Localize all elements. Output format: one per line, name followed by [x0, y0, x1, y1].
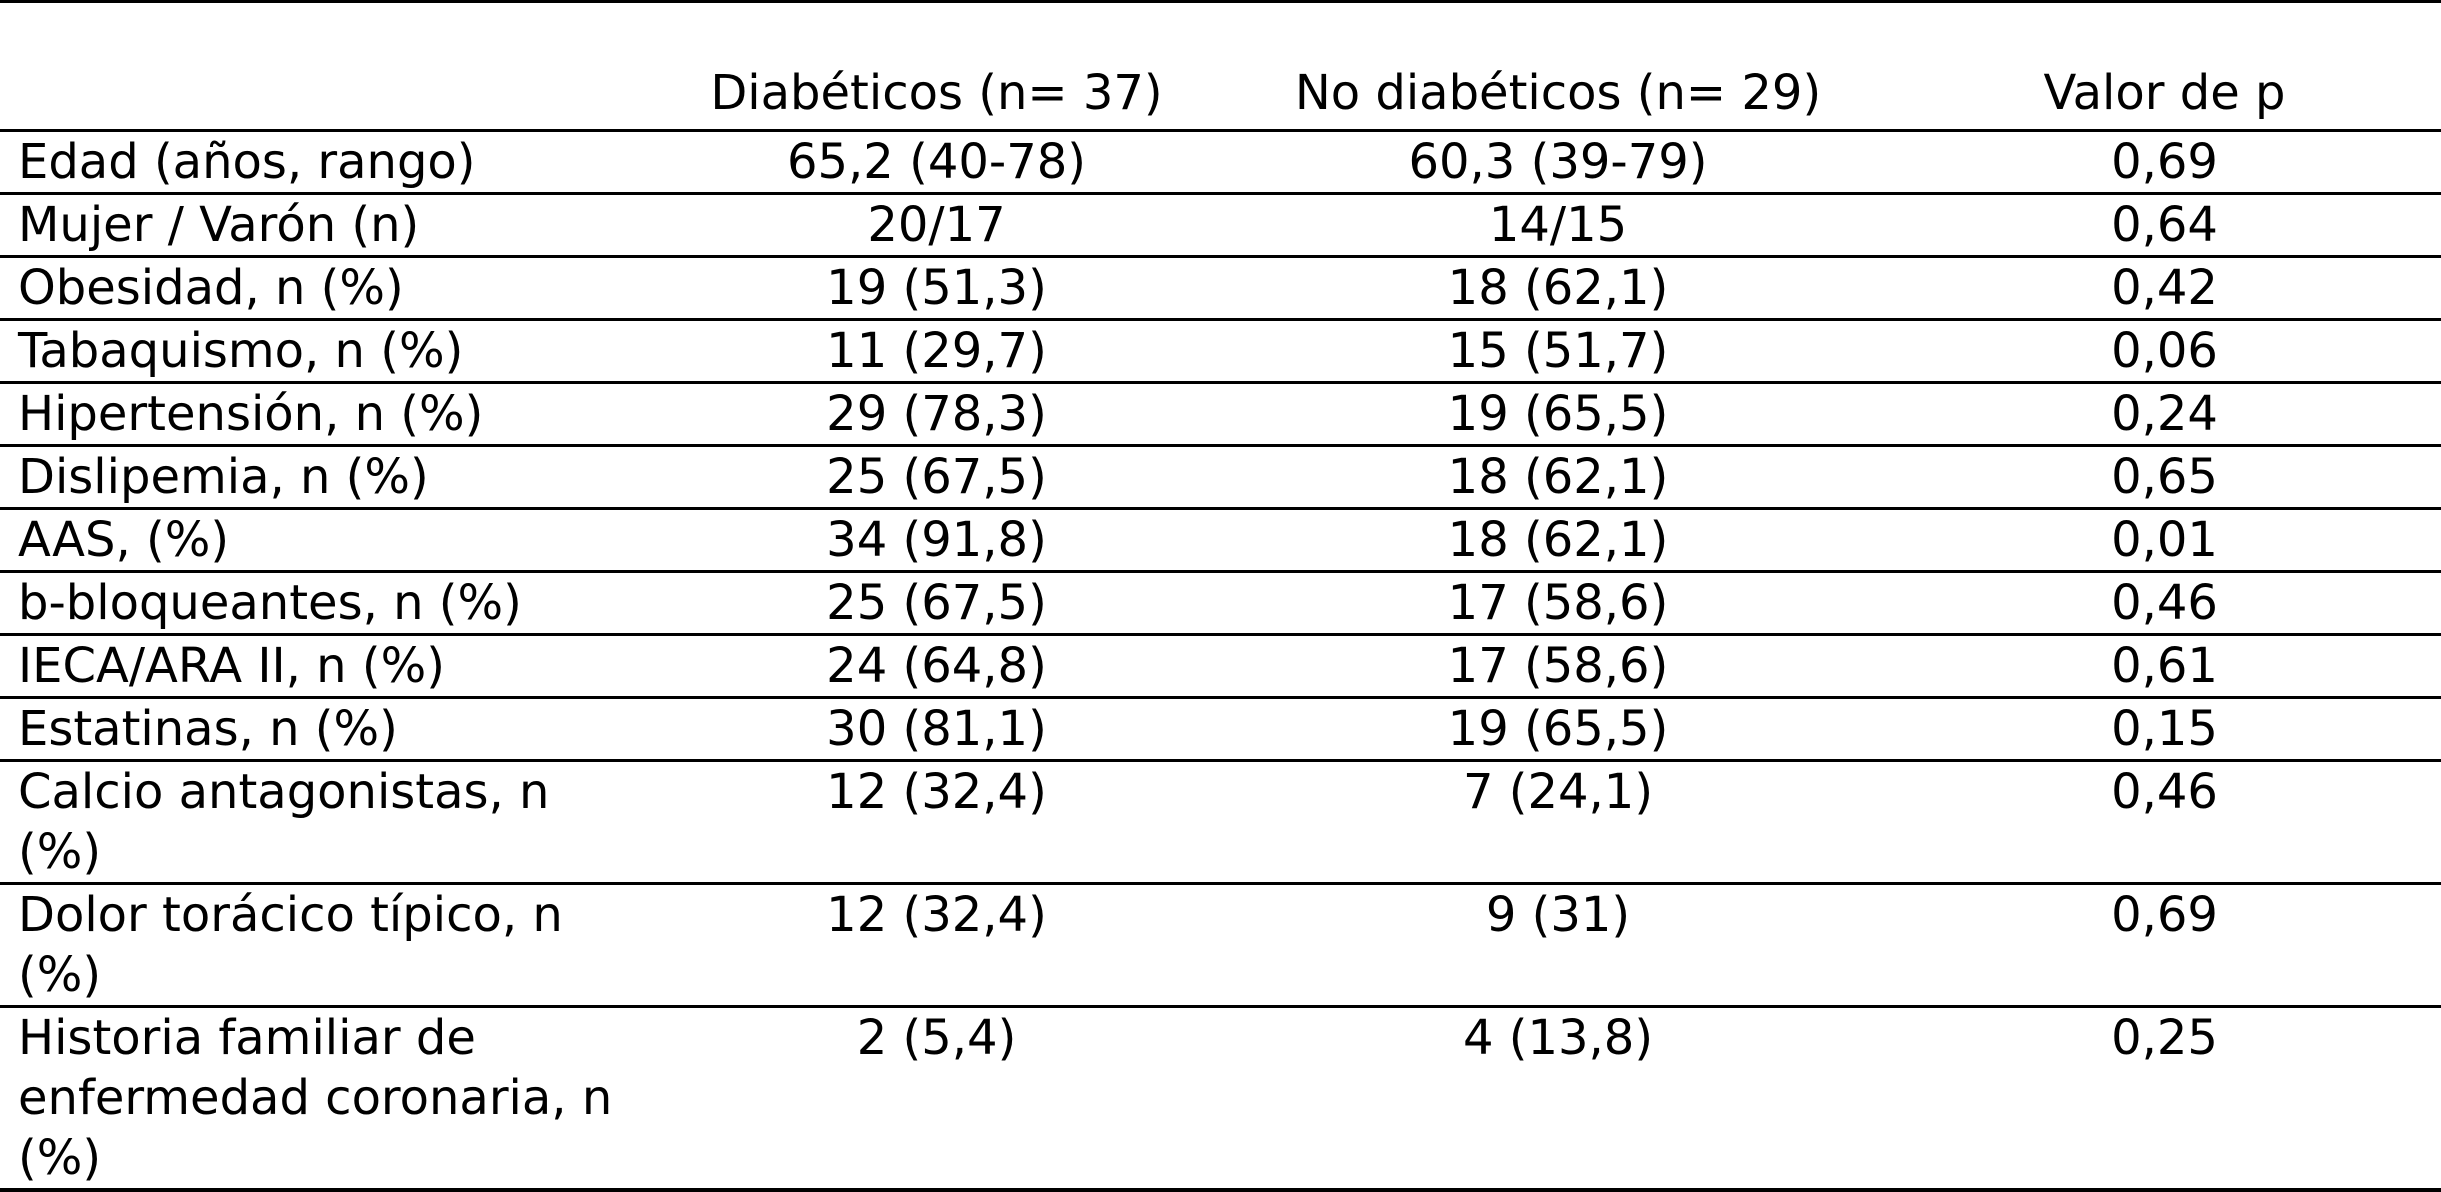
cell-diabeticos: 65,2 (40-78)	[645, 129, 1228, 194]
table-header-row: Diabéticos (n= 37) No diabéticos (n= 29)…	[0, 0, 2441, 131]
row-label: Hipertensión, n (%)	[0, 381, 645, 446]
header-no-diabeticos: No diabéticos (n= 29)	[1228, 0, 1888, 131]
cell-diabeticos: 2 (5,4)	[645, 1005, 1228, 1192]
row-label: IECA/ARA II, n (%)	[0, 633, 645, 698]
table-row: Hipertensión, n (%) 29 (78,3) 19 (65,5) …	[0, 381, 2441, 446]
cell-p-value: 0,01	[1888, 507, 2441, 572]
table-row: b-bloqueantes, n (%) 25 (67,5) 17 (58,6)…	[0, 570, 2441, 635]
table-row: Estatinas, n (%) 30 (81,1) 19 (65,5) 0,1…	[0, 696, 2441, 761]
cell-diabeticos: 34 (91,8)	[645, 507, 1228, 572]
table-row: Mujer / Varón (n) 20/17 14/15 0,64	[0, 192, 2441, 257]
cell-p-value: 0,25	[1888, 1005, 2441, 1192]
cell-no-diabeticos: 15 (51,7)	[1228, 318, 1888, 383]
table-row: Tabaquismo, n (%) 11 (29,7) 15 (51,7) 0,…	[0, 318, 2441, 383]
table-row: Historia familiar de enfermedad coronari…	[0, 1005, 2441, 1192]
cell-no-diabeticos: 7 (24,1)	[1228, 759, 1888, 884]
cell-no-diabeticos: 9 (31)	[1228, 882, 1888, 1007]
row-label: Obesidad, n (%)	[0, 255, 645, 320]
header-diabeticos: Diabéticos (n= 37)	[645, 0, 1228, 131]
cell-no-diabeticos: 17 (58,6)	[1228, 570, 1888, 635]
table-row: Dislipemia, n (%) 25 (67,5) 18 (62,1) 0,…	[0, 444, 2441, 509]
row-label: b-bloqueantes, n (%)	[0, 570, 645, 635]
table-row: Edad (años, rango) 65,2 (40-78) 60,3 (39…	[0, 129, 2441, 194]
cell-diabeticos: 30 (81,1)	[645, 696, 1228, 761]
row-label: Historia familiar de enfermedad coronari…	[0, 1005, 645, 1192]
row-label: Mujer / Varón (n)	[0, 192, 645, 257]
cell-diabeticos: 12 (32,4)	[645, 882, 1228, 1007]
table-row: Calcio antagonistas, n (%) 12 (32,4) 7 (…	[0, 759, 2441, 884]
row-label: Dolor torácico típico, n (%)	[0, 882, 645, 1007]
header-valor-p: Valor de p	[1888, 0, 2441, 131]
cell-no-diabeticos: 19 (65,5)	[1228, 381, 1888, 446]
cell-diabeticos: 29 (78,3)	[645, 381, 1228, 446]
row-label: Calcio antagonistas, n (%)	[0, 759, 645, 884]
cell-no-diabeticos: 60,3 (39-79)	[1228, 129, 1888, 194]
cell-diabeticos: 25 (67,5)	[645, 444, 1228, 509]
cell-p-value: 0,24	[1888, 381, 2441, 446]
header-label-cell	[0, 0, 645, 131]
table-row: IECA/ARA II, n (%) 24 (64,8) 17 (58,6) 0…	[0, 633, 2441, 698]
cell-p-value: 0,15	[1888, 696, 2441, 761]
cell-p-value: 0,46	[1888, 570, 2441, 635]
cell-no-diabeticos: 17 (58,6)	[1228, 633, 1888, 698]
cell-diabeticos: 19 (51,3)	[645, 255, 1228, 320]
table-row: Obesidad, n (%) 19 (51,3) 18 (62,1) 0,42	[0, 255, 2441, 320]
row-label: Tabaquismo, n (%)	[0, 318, 645, 383]
cell-p-value: 0,64	[1888, 192, 2441, 257]
cell-p-value: 0,46	[1888, 759, 2441, 884]
cell-no-diabeticos: 18 (62,1)	[1228, 507, 1888, 572]
cell-no-diabeticos: 14/15	[1228, 192, 1888, 257]
cell-p-value: 0,42	[1888, 255, 2441, 320]
cell-no-diabeticos: 18 (62,1)	[1228, 255, 1888, 320]
cell-p-value: 0,61	[1888, 633, 2441, 698]
cell-no-diabeticos: 19 (65,5)	[1228, 696, 1888, 761]
row-label: Dislipemia, n (%)	[0, 444, 645, 509]
cell-no-diabeticos: 18 (62,1)	[1228, 444, 1888, 509]
cell-p-value: 0,06	[1888, 318, 2441, 383]
table-row: Dolor torácico típico, n (%) 12 (32,4) 9…	[0, 882, 2441, 1007]
row-label: Estatinas, n (%)	[0, 696, 645, 761]
table-row: AAS, (%) 34 (91,8) 18 (62,1) 0,01	[0, 507, 2441, 572]
row-label: AAS, (%)	[0, 507, 645, 572]
cell-p-value: 0,65	[1888, 444, 2441, 509]
cell-diabeticos: 24 (64,8)	[645, 633, 1228, 698]
cell-diabeticos: 20/17	[645, 192, 1228, 257]
cell-p-value: 0,69	[1888, 882, 2441, 1007]
cell-diabeticos: 25 (67,5)	[645, 570, 1228, 635]
row-label: Edad (años, rango)	[0, 129, 645, 194]
cell-diabeticos: 11 (29,7)	[645, 318, 1228, 383]
cell-diabeticos: 12 (32,4)	[645, 759, 1228, 884]
cell-p-value: 0,69	[1888, 129, 2441, 194]
cell-no-diabeticos: 4 (13,8)	[1228, 1005, 1888, 1192]
